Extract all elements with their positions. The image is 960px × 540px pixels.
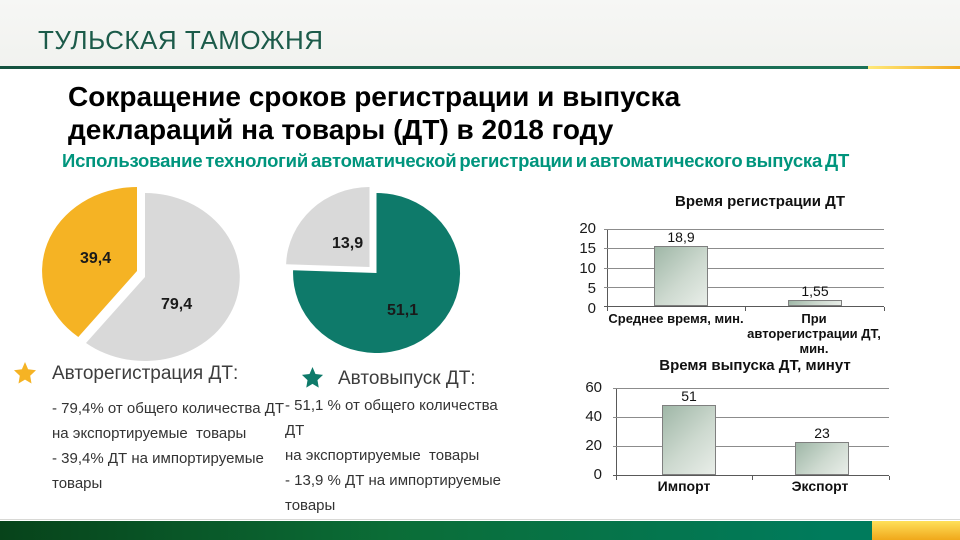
axis-tick xyxy=(616,476,617,480)
axis-tick xyxy=(745,307,746,311)
header-rule xyxy=(0,66,960,69)
header-rule-gold xyxy=(868,66,960,69)
gridline xyxy=(604,229,884,230)
axis-tick xyxy=(613,475,617,476)
bar-average-time xyxy=(654,246,708,306)
gridline xyxy=(613,446,889,447)
bar-column: 18,9 xyxy=(636,229,726,306)
note-heading-autoregistration: Авторегистрация ДТ: xyxy=(52,363,239,384)
axis-tick xyxy=(884,307,885,311)
bar-column: 23 xyxy=(777,388,867,475)
star-icon xyxy=(301,366,324,388)
pie-slice-gray xyxy=(86,193,240,361)
bar-autoregistration-time xyxy=(788,300,842,306)
header-rule-green xyxy=(0,66,868,69)
category-label: Экспорт xyxy=(791,478,849,494)
footer-hairline xyxy=(0,519,960,520)
bar-export-time xyxy=(795,441,849,475)
y-tick: 10 xyxy=(579,260,596,277)
bar-chart-release-plot: 51 23 xyxy=(613,388,890,480)
pie-slice-label: 39,4 xyxy=(80,250,111,267)
gridline xyxy=(613,388,889,389)
category-label: Импорт xyxy=(657,478,711,494)
axis-tick xyxy=(607,307,608,311)
bar-chart-release-categories: Импорт Экспорт xyxy=(616,479,888,494)
axis-tick xyxy=(752,476,753,480)
y-tick: 20 xyxy=(585,437,602,454)
bar-import-time xyxy=(662,405,716,475)
y-tick: 60 xyxy=(585,379,602,396)
y-tick: 5 xyxy=(587,280,596,297)
pie-chart-autoregistration: 39,4 79,4 xyxy=(42,187,240,361)
bar-chart-registration-y-axis: 20 15 10 5 0 xyxy=(552,221,596,317)
bar-chart-release-y-axis: 60 40 20 0 xyxy=(558,380,602,483)
footer-bar-green xyxy=(0,521,872,540)
y-tick: 40 xyxy=(585,408,602,425)
pie-slice-gray xyxy=(286,187,370,267)
slide-subtitle: Использование технологий автоматической … xyxy=(62,150,850,171)
gridline xyxy=(604,286,884,288)
bar-chart-registration-categories: Среднее время, мин. При авторегистрации … xyxy=(607,311,883,356)
header-bar: ТУЛЬСКАЯ ТАМОЖНЯ xyxy=(0,0,960,66)
star-icon xyxy=(14,362,36,384)
pie-slice-label: 79,4 xyxy=(161,296,192,313)
note-heading-autorelease: Автовыпуск ДТ: xyxy=(338,368,476,389)
category-label: Среднее время, мин. xyxy=(608,311,744,326)
bar-value-label: 1,55 xyxy=(801,283,829,300)
pie-chart-autorelease: 13,9 51,1 xyxy=(286,187,461,353)
y-tick: 0 xyxy=(593,466,602,483)
slide-title: Сокращение сроков регистрации и выпуска … xyxy=(68,81,681,145)
note-body-autoregistration: - 79,4% от общего количества ДТ на экспо… xyxy=(52,400,285,492)
gridline xyxy=(613,416,889,418)
pie-slice-yellow xyxy=(42,187,138,337)
axis-tick xyxy=(889,476,890,480)
header-title: ТУЛЬСКАЯ ТАМОЖНЯ xyxy=(38,25,324,55)
axis-tick xyxy=(604,306,608,307)
y-tick: 0 xyxy=(587,300,596,317)
bar-chart-release-title: Время выпуска ДТ, минут xyxy=(659,357,851,374)
note-body-autorelease: - 51,1 % от общего количества ДТ на эксп… xyxy=(285,397,502,514)
footer-bar-gold xyxy=(872,521,960,540)
bar-chart-registration-plot: 18,9 1,55 xyxy=(604,229,885,311)
bar-column: 1,55 xyxy=(770,229,860,306)
category-label: При авторегистрации ДТ, мин. xyxy=(747,311,881,356)
y-tick: 20 xyxy=(579,220,596,237)
gridline xyxy=(604,248,884,250)
bar-value-label: 23 xyxy=(814,424,830,441)
pie-slice-teal xyxy=(293,192,461,353)
pie-slice-label: 13,9 xyxy=(332,235,363,252)
bar-value-label: 18,9 xyxy=(667,229,695,245)
bar-column: 51 xyxy=(644,388,734,475)
bar-chart-registration-title: Время регистрации ДТ xyxy=(674,193,845,210)
gridline xyxy=(604,267,884,269)
bar-value-label: 51 xyxy=(681,388,697,404)
y-tick: 15 xyxy=(579,240,596,257)
pie-slice-label: 51,1 xyxy=(387,302,418,319)
